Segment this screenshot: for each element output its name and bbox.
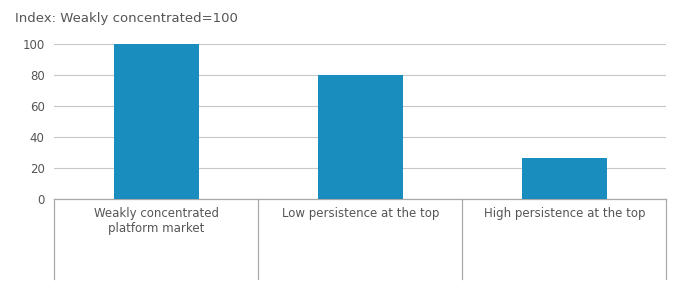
Bar [522, 158, 607, 199]
Bar [114, 44, 199, 199]
Bar [318, 75, 403, 199]
Text: Index: Weakly concentrated=100: Index: Weakly concentrated=100 [14, 12, 237, 25]
